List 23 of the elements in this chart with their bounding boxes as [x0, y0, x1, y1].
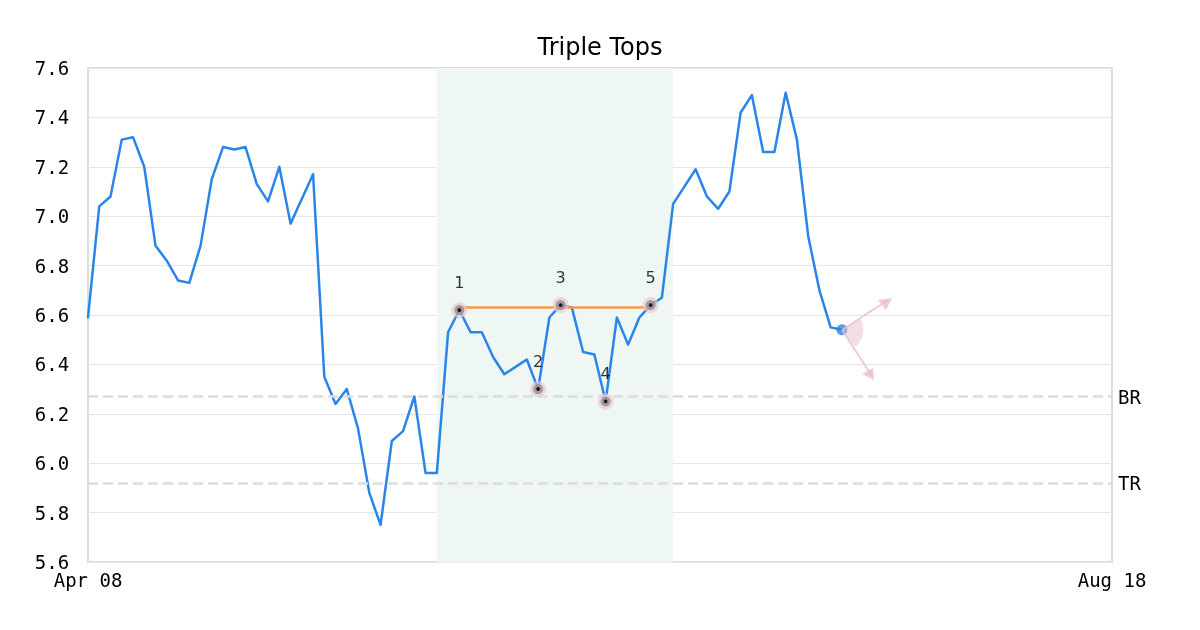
ref-line-label: BR [1118, 385, 1142, 408]
point [552, 297, 569, 314]
annotation: 5 [645, 267, 656, 287]
x-tick-label: Aug 18 [1077, 568, 1147, 591]
y-tick-label: 7.0 [34, 205, 70, 228]
y-tick-label: 7.4 [34, 106, 70, 129]
annotation: 3 [555, 267, 566, 287]
y-tick-label: 7.6 [34, 57, 70, 79]
y-tick-label: 6.6 [34, 304, 70, 326]
point [597, 393, 614, 410]
y-tick-label: 5.8 [34, 501, 70, 524]
point [451, 302, 468, 319]
point [530, 381, 547, 398]
point [642, 297, 659, 314]
y-tick-label: 6.0 [34, 452, 70, 475]
y-tick-label: 6.8 [34, 254, 70, 277]
annotation: 1 [454, 272, 465, 292]
y-tick-label: 7.2 [34, 155, 70, 178]
chart-title: Triple Tops [536, 33, 663, 61]
annotation: 2 [533, 351, 544, 371]
y-tick-label: 6.4 [34, 353, 70, 376]
ref-line-label: TR [1118, 471, 1142, 494]
y-tick-label: 6.2 [34, 402, 70, 425]
